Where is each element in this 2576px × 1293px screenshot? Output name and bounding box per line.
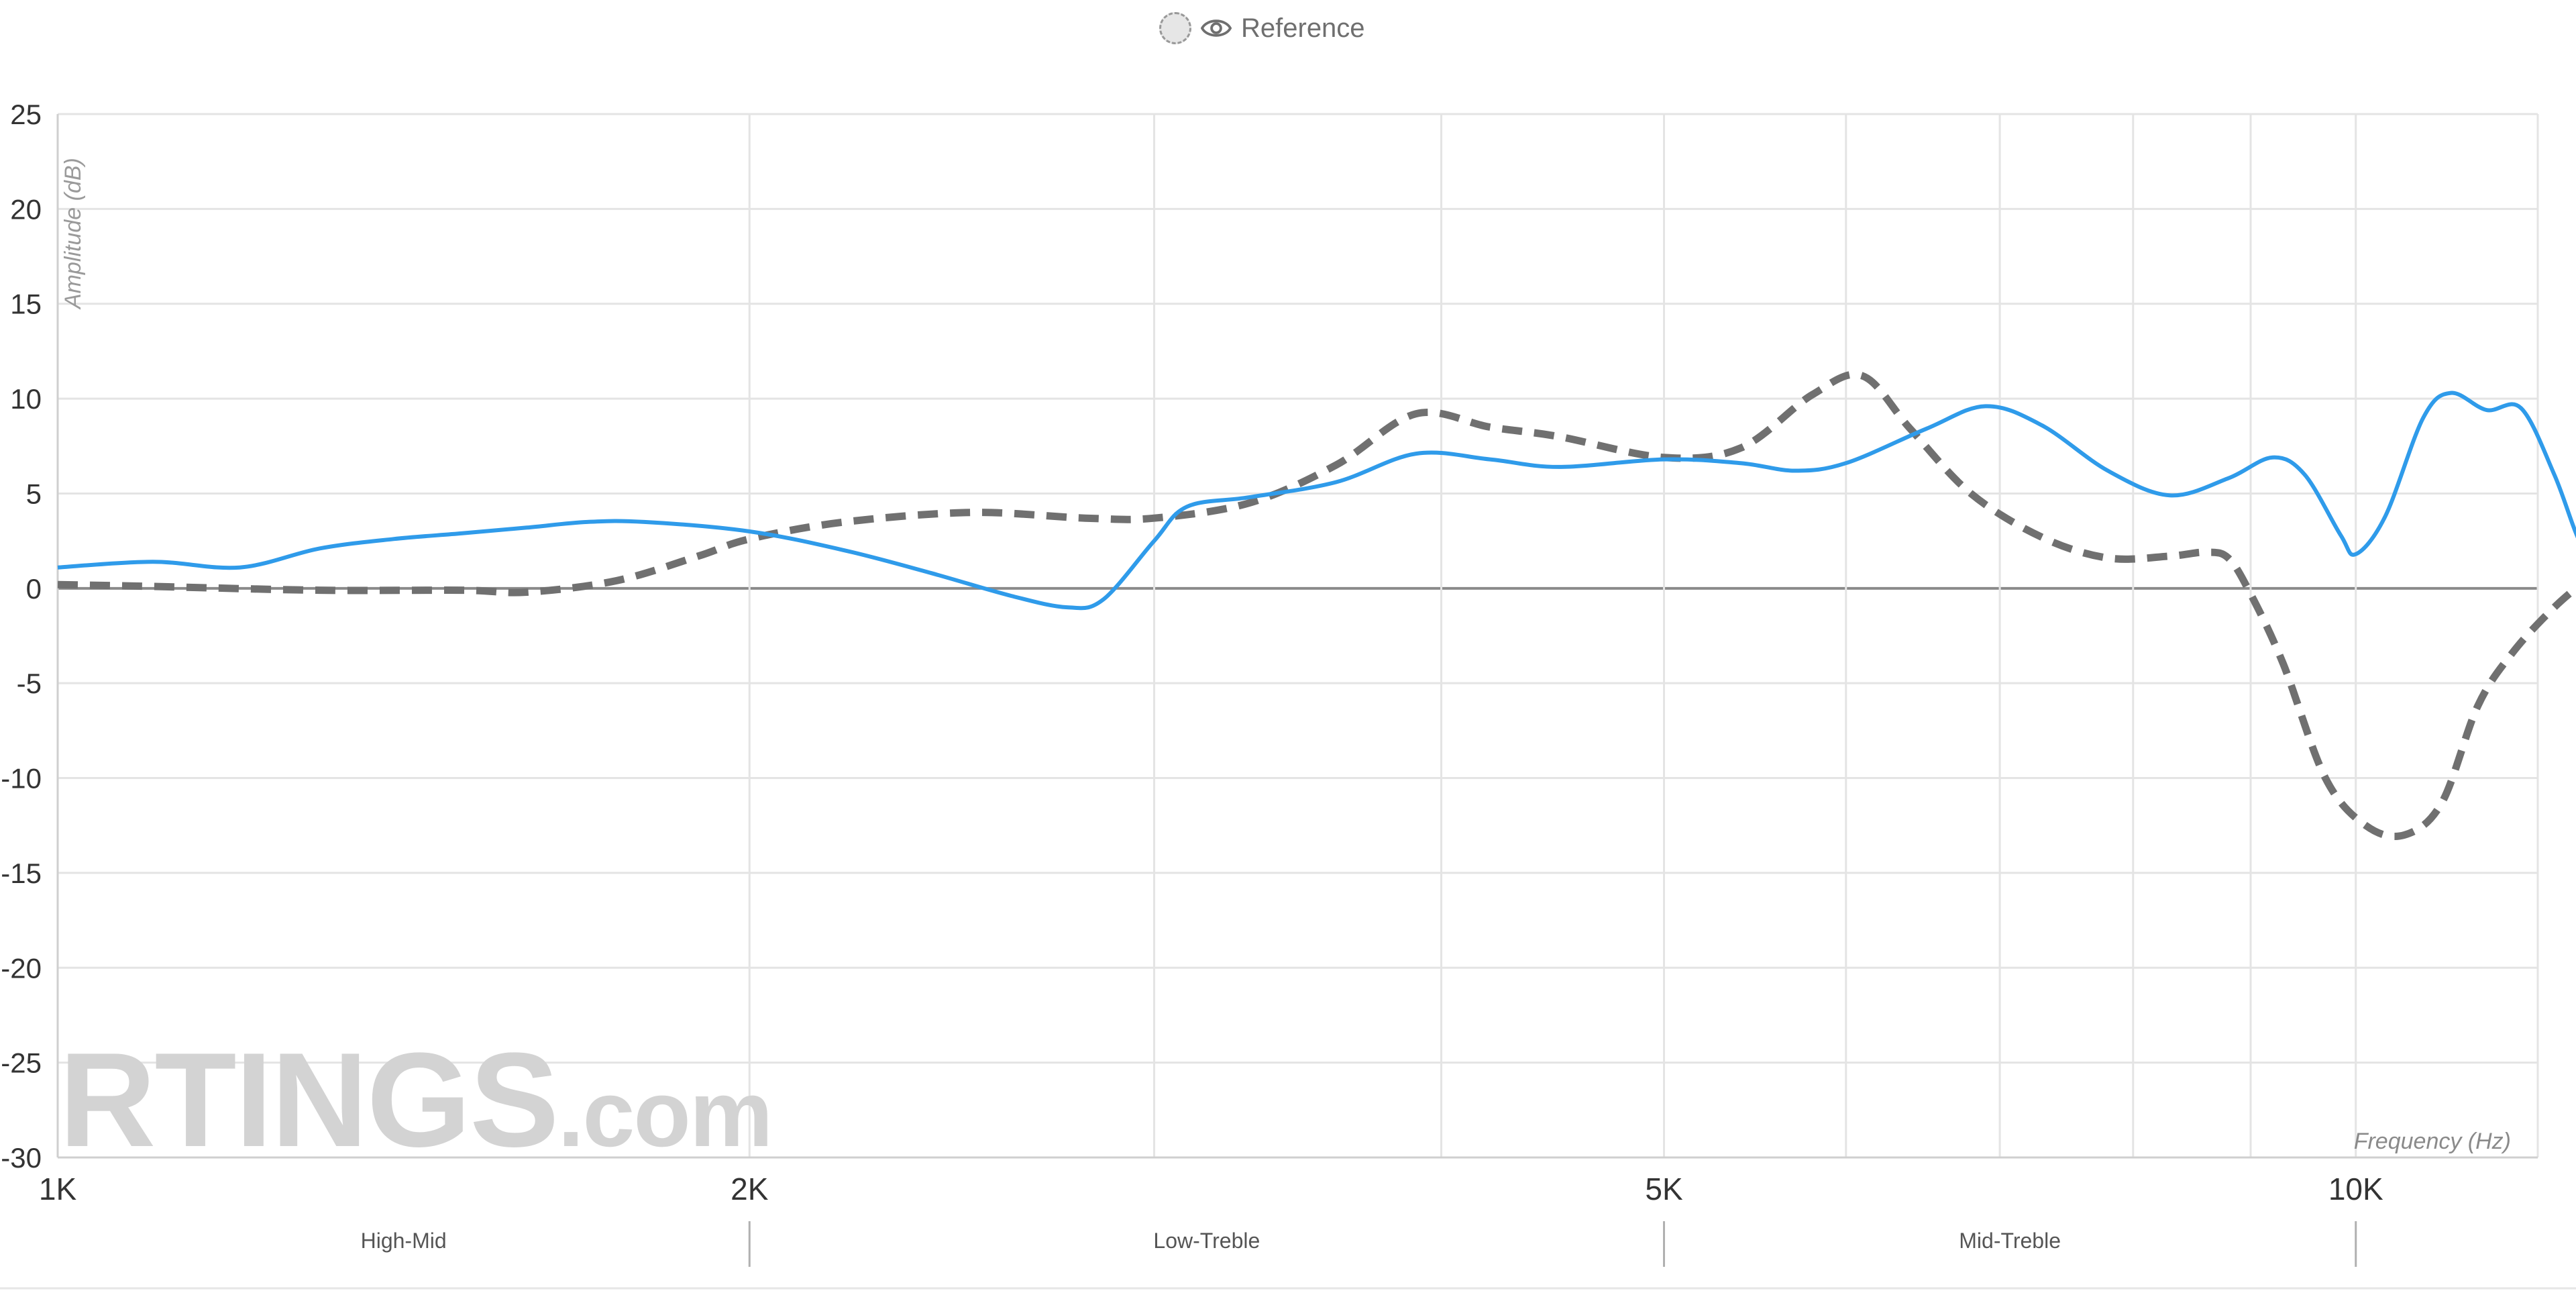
legend[interactable]: Reference [1159,7,1365,50]
band-label: High-Mid [361,1229,447,1253]
x-axis-ticks: 1K 2K 5K 10K [39,1172,2383,1206]
eye-icon[interactable] [1201,13,1232,44]
legend-swatch[interactable] [1159,12,1191,44]
y-axis-label: Amplitude (dB) [60,158,86,310]
reference-curve [57,370,2576,841]
watermark-brand: RTINGS [59,1025,559,1175]
y-tick-label: 20 [10,193,42,225]
watermark-suffix: .com [557,1061,773,1166]
x-tick-label: 1K [39,1172,77,1206]
y-tick-label: 15 [10,289,42,320]
x-tick-label: 10K [2328,1172,2383,1206]
x-axis-label: Frequency (Hz) [2354,1129,2511,1154]
y-tick-label: -30 [1,1142,42,1174]
y-tick-label: 5 [26,478,42,509]
series-layer [57,370,2576,841]
y-axis-ticks: 25 20 15 10 5 0 -5 -10 -15 -20 -25 -30 [1,99,42,1174]
legend-label[interactable]: Reference [1241,13,1365,43]
y-tick-label: -10 [1,763,42,794]
y-tick-label: 0 [26,573,42,605]
y-tick-label: -5 [17,668,42,699]
y-tick-label: 25 [10,99,42,130]
y-tick-label: -20 [1,952,42,984]
band-label: Mid-Treble [1959,1229,2061,1253]
y-tick-label: 10 [10,383,42,415]
grid [56,113,2539,1159]
rtings-logo-watermark: RTINGS.com [59,1023,773,1178]
measured-response-curve [57,391,2576,611]
frequency-bands: High-Mid Low-Treble Mid-Treble [0,1221,2576,1290]
y-tick-label: -15 [1,858,42,889]
x-tick-label: 5K [1645,1172,1683,1206]
band-label: Low-Treble [1153,1229,1260,1253]
y-tick-label: -25 [1,1047,42,1079]
x-tick-label: 2K [731,1172,769,1206]
